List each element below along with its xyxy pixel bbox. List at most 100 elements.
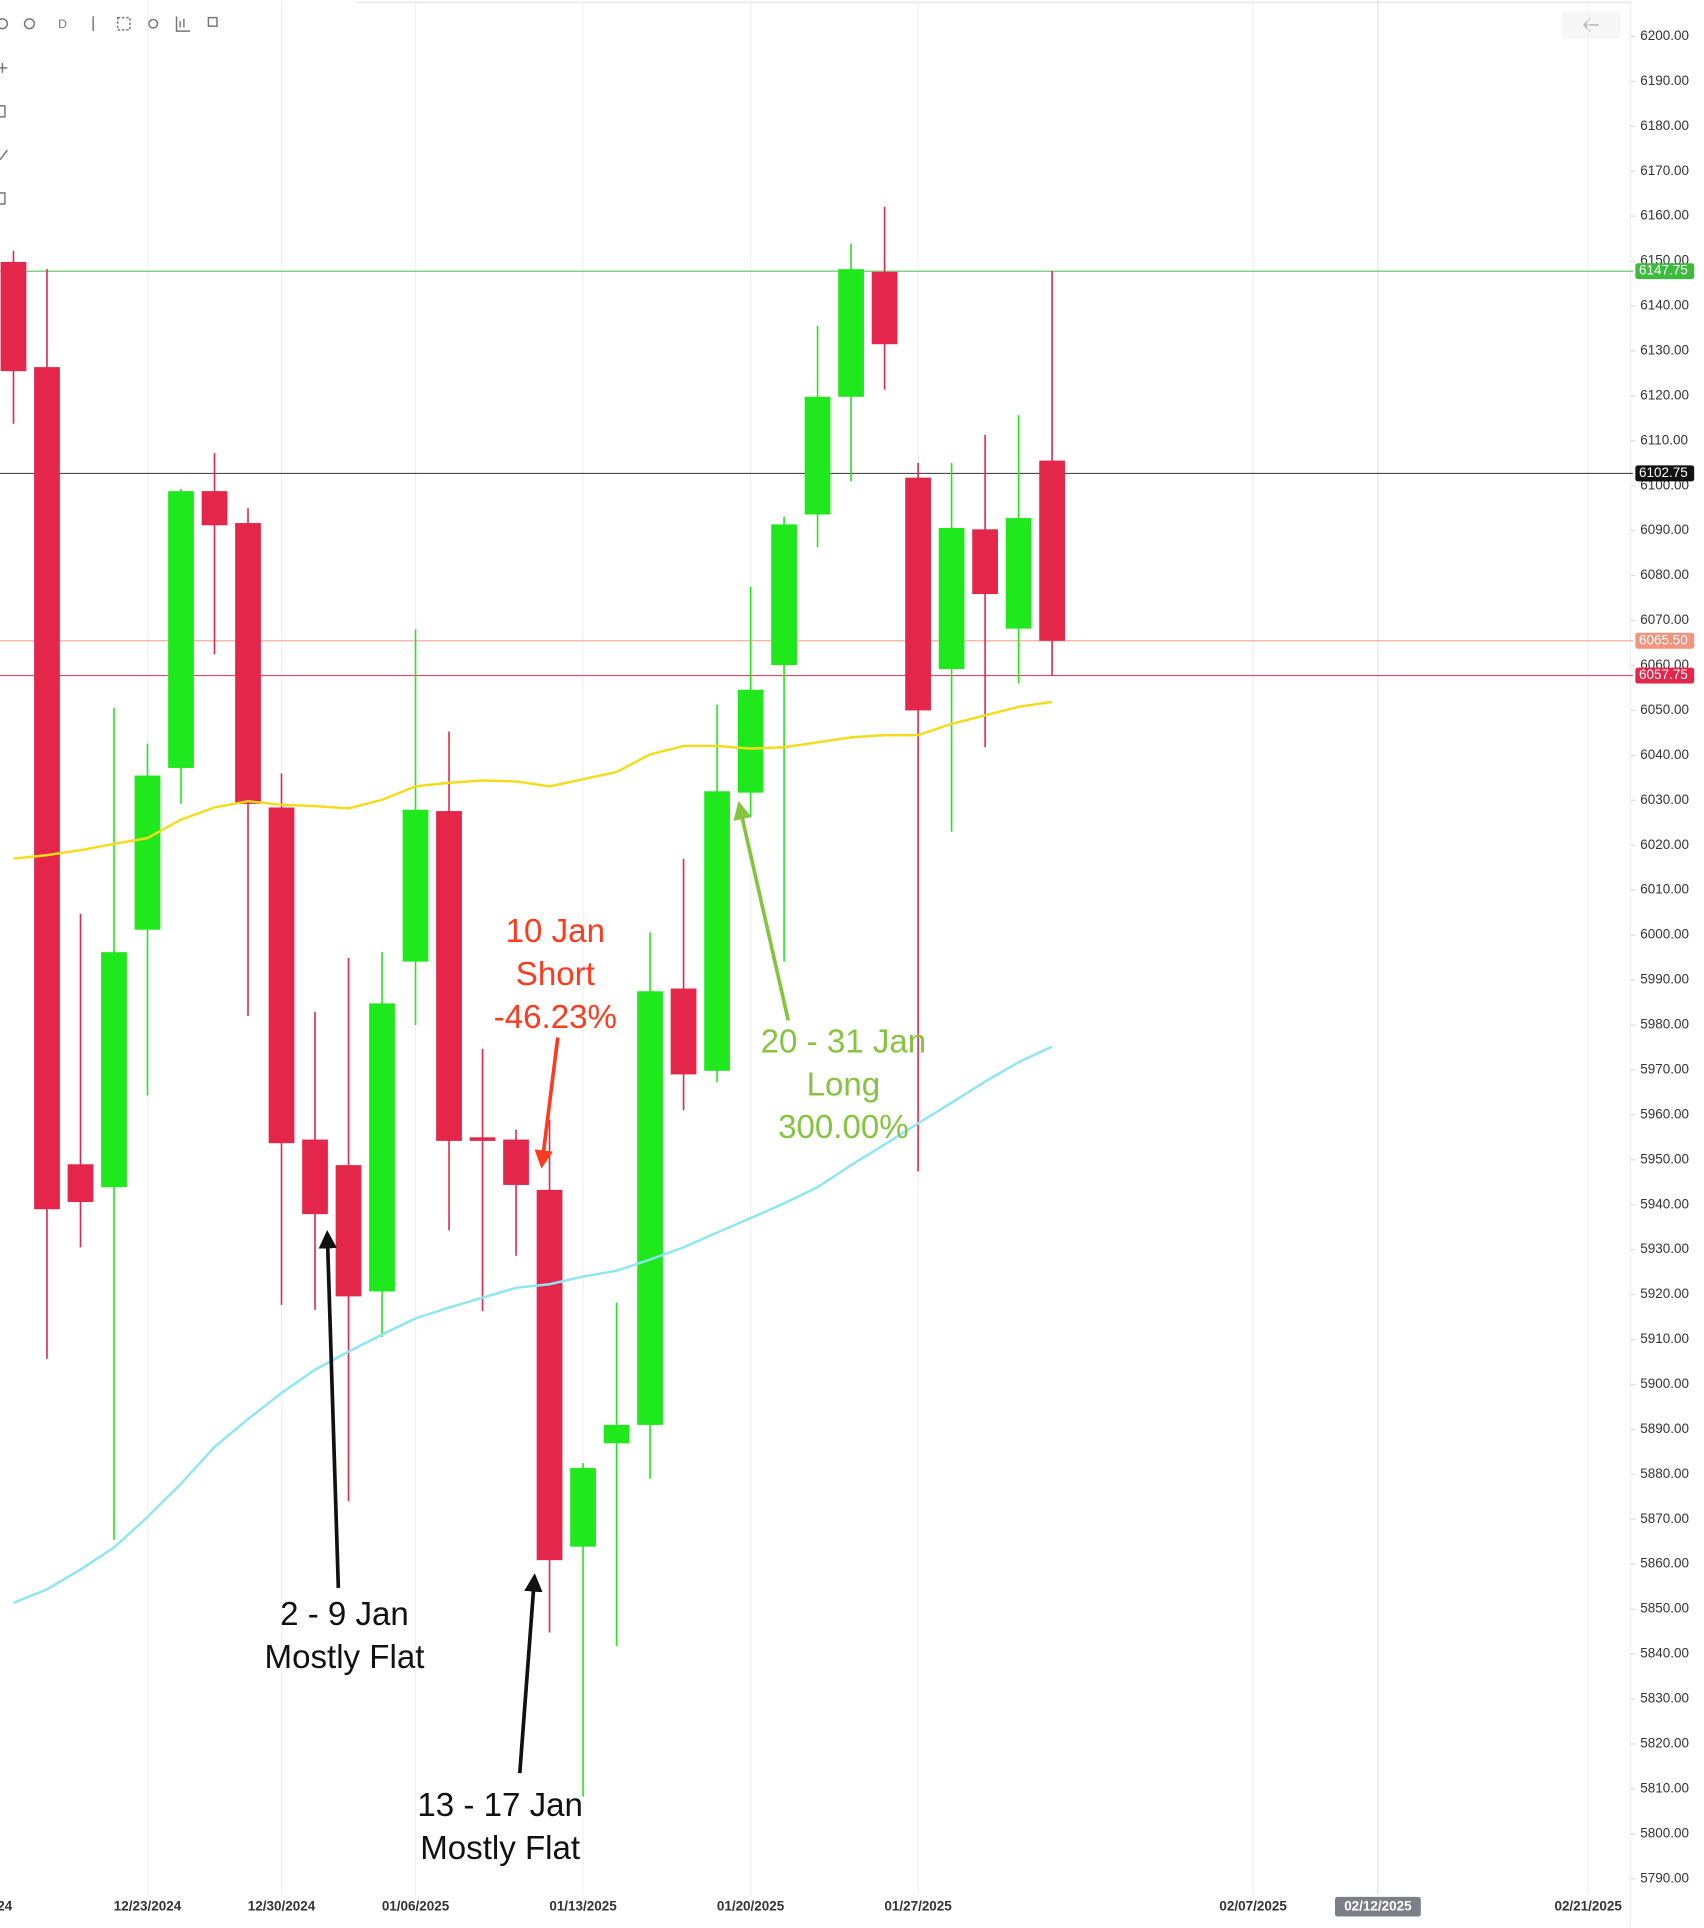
indicator-icon[interactable] bbox=[175, 16, 191, 32]
y-tick-label: 6070.00 bbox=[1640, 612, 1689, 627]
y-tick-label: 6000.00 bbox=[1640, 927, 1689, 942]
crosshair-badge bbox=[1335, 1896, 1421, 1917]
candle-body bbox=[536, 1189, 563, 1561]
candle-body bbox=[67, 1164, 94, 1203]
candle-body bbox=[1039, 460, 1065, 641]
price-badge-label: 6057.75 bbox=[1639, 667, 1688, 682]
candle-body bbox=[201, 491, 228, 526]
candle-body bbox=[503, 1139, 529, 1185]
settings-icon[interactable] bbox=[148, 18, 159, 29]
zoom-in-icon[interactable] bbox=[0, 18, 9, 30]
price-badge-label: 6147.75 bbox=[1639, 263, 1688, 278]
zoom-out-icon[interactable] bbox=[23, 18, 36, 30]
candle-body bbox=[704, 791, 730, 1071]
y-tick-label: 5870.00 bbox=[1640, 1511, 1689, 1526]
price-badge bbox=[1635, 263, 1695, 280]
y-tick-label: 5790.00 bbox=[1640, 1870, 1689, 1885]
x-tick-label: 02/07/2025 bbox=[1219, 1898, 1287, 1913]
y-tick-label: 5940.00 bbox=[1640, 1196, 1689, 1211]
y-tick-label: 6050.00 bbox=[1640, 702, 1689, 717]
y-tick-label: 5990.00 bbox=[1640, 972, 1689, 987]
candle-body bbox=[335, 1165, 362, 1297]
layout-icon[interactable] bbox=[207, 16, 218, 27]
annotation-arrow bbox=[534, 1037, 560, 1169]
candle-body bbox=[469, 1137, 496, 1141]
y-tick-label: 5820.00 bbox=[1640, 1735, 1689, 1750]
x-tick-label: 01/06/2025 bbox=[382, 1898, 450, 1913]
candle-body bbox=[0, 261, 27, 372]
candle-body bbox=[34, 367, 60, 1210]
candle-body bbox=[268, 807, 295, 1144]
y-tick-label: 6030.00 bbox=[1640, 792, 1689, 807]
y-tick-label: 5800.00 bbox=[1640, 1825, 1689, 1840]
y-tick-label: 6010.00 bbox=[1640, 882, 1689, 897]
x-tick-label: 01/20/2025 bbox=[717, 1898, 785, 1913]
y-tick-label: 6080.00 bbox=[1640, 567, 1689, 582]
candle-body bbox=[905, 477, 931, 711]
y-tick-label: 6140.00 bbox=[1640, 298, 1689, 313]
line-tool[interactable] bbox=[0, 149, 8, 161]
price-badge bbox=[1635, 632, 1695, 649]
candle-body bbox=[134, 775, 161, 930]
annotation-arrow bbox=[733, 801, 791, 1021]
select-icon[interactable] bbox=[116, 16, 131, 31]
x-tick-label: 02/21/2025 bbox=[1554, 1898, 1622, 1913]
y-tick-label: 5890.00 bbox=[1640, 1421, 1689, 1436]
annotation-text: 300.00% bbox=[778, 1109, 909, 1146]
annotation-text: 10 Jan bbox=[506, 913, 605, 950]
annotation-text: 13 - 17 Jan bbox=[417, 1787, 583, 1824]
x-tick-label: 01/13/2025 bbox=[549, 1898, 617, 1913]
x-tick-label: 12/23/2024 bbox=[114, 1898, 182, 1913]
price-badge-label: 6065.50 bbox=[1639, 632, 1688, 647]
price-badge bbox=[1635, 465, 1695, 482]
candle-body bbox=[771, 524, 797, 666]
candle-body bbox=[1005, 518, 1032, 629]
annotation-arrow bbox=[318, 1230, 341, 1589]
candle-body bbox=[570, 1468, 596, 1547]
candle-body bbox=[168, 491, 194, 768]
candle-body bbox=[972, 529, 998, 595]
candle-body bbox=[637, 991, 663, 1425]
candle-body bbox=[737, 689, 764, 793]
y-tick-label: 6090.00 bbox=[1640, 522, 1689, 537]
candle-body bbox=[436, 811, 462, 1141]
x-tick-label: 01/27/2025 bbox=[884, 1898, 952, 1913]
moving-average bbox=[13, 1045, 1053, 1604]
note-tool[interactable] bbox=[0, 105, 6, 118]
moving-average bbox=[13, 700, 1053, 860]
y-tick-label: 5930.00 bbox=[1640, 1241, 1689, 1256]
y-tick-label: 6160.00 bbox=[1640, 208, 1689, 223]
y-tick-label: 5860.00 bbox=[1640, 1556, 1689, 1571]
candle-body bbox=[402, 809, 429, 962]
annotation-text: Long bbox=[807, 1066, 881, 1103]
shape-tool[interactable] bbox=[0, 192, 6, 205]
y-tick-label: 6170.00 bbox=[1640, 163, 1689, 178]
y-tick-label: 6190.00 bbox=[1640, 73, 1689, 88]
y-tick-label: 5950.00 bbox=[1640, 1151, 1689, 1166]
annotation-arrow bbox=[517, 1573, 543, 1774]
y-tick-label: 6200.00 bbox=[1640, 28, 1689, 43]
x-tick-label: 12/30/2024 bbox=[248, 1898, 316, 1913]
candle-body bbox=[369, 1003, 395, 1292]
annotation-text: Mostly Flat bbox=[265, 1639, 425, 1676]
price-badge bbox=[1635, 667, 1695, 684]
y-tick-label: 6130.00 bbox=[1640, 342, 1689, 357]
back-arrow bbox=[1583, 18, 1599, 32]
y-tick-label: 6180.00 bbox=[1640, 118, 1689, 133]
price-badge-label: 6102.75 bbox=[1639, 465, 1688, 480]
crosshair-label: 02/12/2025 bbox=[1344, 1898, 1412, 1913]
candle-body bbox=[938, 527, 965, 670]
y-tick-label: 6120.00 bbox=[1640, 387, 1689, 402]
y-tick-label: 5900.00 bbox=[1640, 1376, 1689, 1391]
annotation-text: 2 - 9 Jan bbox=[280, 1596, 409, 1633]
candle-body bbox=[670, 988, 697, 1075]
interval-button[interactable]: D bbox=[58, 17, 67, 31]
annotation-text: Short bbox=[516, 956, 595, 993]
y-tick-label: 6020.00 bbox=[1640, 837, 1689, 852]
crosshair-tool[interactable] bbox=[0, 62, 8, 73]
y-tick-label: 5970.00 bbox=[1640, 1061, 1689, 1076]
annotation-text: 20 - 31 Jan bbox=[761, 1023, 927, 1060]
y-tick-label: 5880.00 bbox=[1640, 1466, 1689, 1481]
candle-body bbox=[101, 952, 127, 1188]
